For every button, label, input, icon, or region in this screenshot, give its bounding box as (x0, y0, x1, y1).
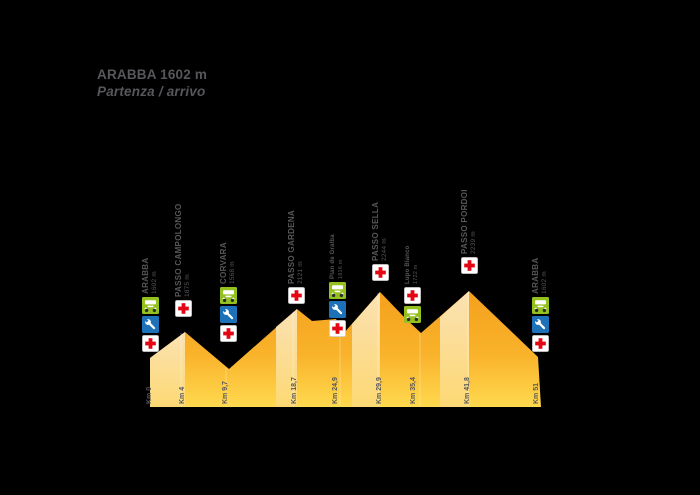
waypoint-name: ARABBA (141, 257, 150, 294)
waypoint-name: CORVARA (219, 242, 228, 284)
waypoint-label: PASSO SELLA 2244 m (371, 202, 389, 261)
start-finish-title: ARABBA 1602 m (97, 67, 208, 82)
waypoint-label: PASSO GARDENA 2121 m (287, 210, 305, 284)
bike-service-icon (329, 301, 346, 318)
km-tick-label: Km 4 (179, 386, 186, 404)
bike-service-icon (532, 316, 549, 333)
start-finish-subtitle: Partenza / arrivo (97, 84, 206, 99)
waypoint-elevation: 2121 m (296, 261, 304, 284)
first-aid-icon (175, 300, 192, 317)
km-tick-label: Km 41,8 (464, 377, 471, 404)
waypoint-name: Lupo Bianco (405, 245, 411, 284)
waypoint-elevation: 1816 m (337, 259, 344, 279)
km-tick-label: Km 9,7 (222, 381, 229, 404)
first-aid-icon (288, 287, 305, 304)
waypoint-label: Plan de Gralba 1816 m (330, 234, 345, 279)
shuttle-icon (220, 287, 237, 304)
km-tick-label: Km 29,9 (376, 377, 383, 404)
first-aid-icon (329, 320, 346, 337)
waypoint-label: ARABBA 1602 m (531, 258, 549, 294)
bike-service-icon (142, 316, 159, 333)
peak-highlight-face (440, 291, 469, 407)
waypoint-elevation: 1568 m (228, 261, 236, 284)
first-aid-icon (461, 257, 478, 274)
km-tick-label: Km 51 (533, 382, 540, 404)
km-tick-label: Km 0 (146, 386, 153, 404)
first-aid-icon (372, 264, 389, 281)
shuttle-icon (329, 282, 346, 299)
waypoint-label: ARABBA 1602 m (141, 258, 159, 294)
km-tick-label: Km 18,7 (291, 377, 298, 404)
waypoint-name: PASSO SELLA (371, 201, 380, 261)
first-aid-icon (532, 335, 549, 352)
first-aid-icon (220, 325, 237, 342)
peak-highlight-face (276, 309, 297, 407)
title-block: ARABBA 1602 m Partenza / arrivo (97, 66, 207, 100)
waypoint-name: Plan de Gralba (330, 234, 336, 279)
waypoint-name: PASSO GARDENA (287, 210, 296, 284)
waypoint-name: ARABBA (531, 257, 540, 294)
km-tick-label: Km 35,4 (410, 377, 417, 404)
bike-service-icon (220, 306, 237, 323)
waypoint-elevation: 2239 m (469, 231, 477, 254)
peak-highlight-face (150, 332, 185, 407)
shuttle-icon (142, 297, 159, 314)
first-aid-icon (142, 335, 159, 352)
waypoint-name: PASSO CAMPOLONGO (174, 203, 183, 297)
waypoint-elevation: 1722 m (412, 264, 419, 284)
first-aid-icon (404, 287, 421, 304)
shuttle-icon (404, 306, 421, 323)
waypoint-label: PASSO CAMPOLONGO 1875 m (174, 203, 192, 297)
waypoint-name: PASSO PORDOI (460, 189, 469, 254)
km-tick-label: Km 24,9 (332, 377, 339, 404)
waypoint-label: PASSO PORDOI 2239 m (460, 189, 478, 254)
shuttle-icon (532, 297, 549, 314)
peak-highlight-face (352, 292, 380, 407)
waypoint-elevation: 1602 m (540, 271, 548, 294)
waypoint-label: Lupo Bianco 1722 m (405, 245, 420, 284)
waypoint-elevation: 1602 m (150, 271, 158, 294)
waypoint-elevation: 1875 m (183, 274, 191, 297)
waypoint-label: CORVARA 1568 m (219, 242, 237, 284)
waypoint-elevation: 2244 m (380, 238, 388, 261)
